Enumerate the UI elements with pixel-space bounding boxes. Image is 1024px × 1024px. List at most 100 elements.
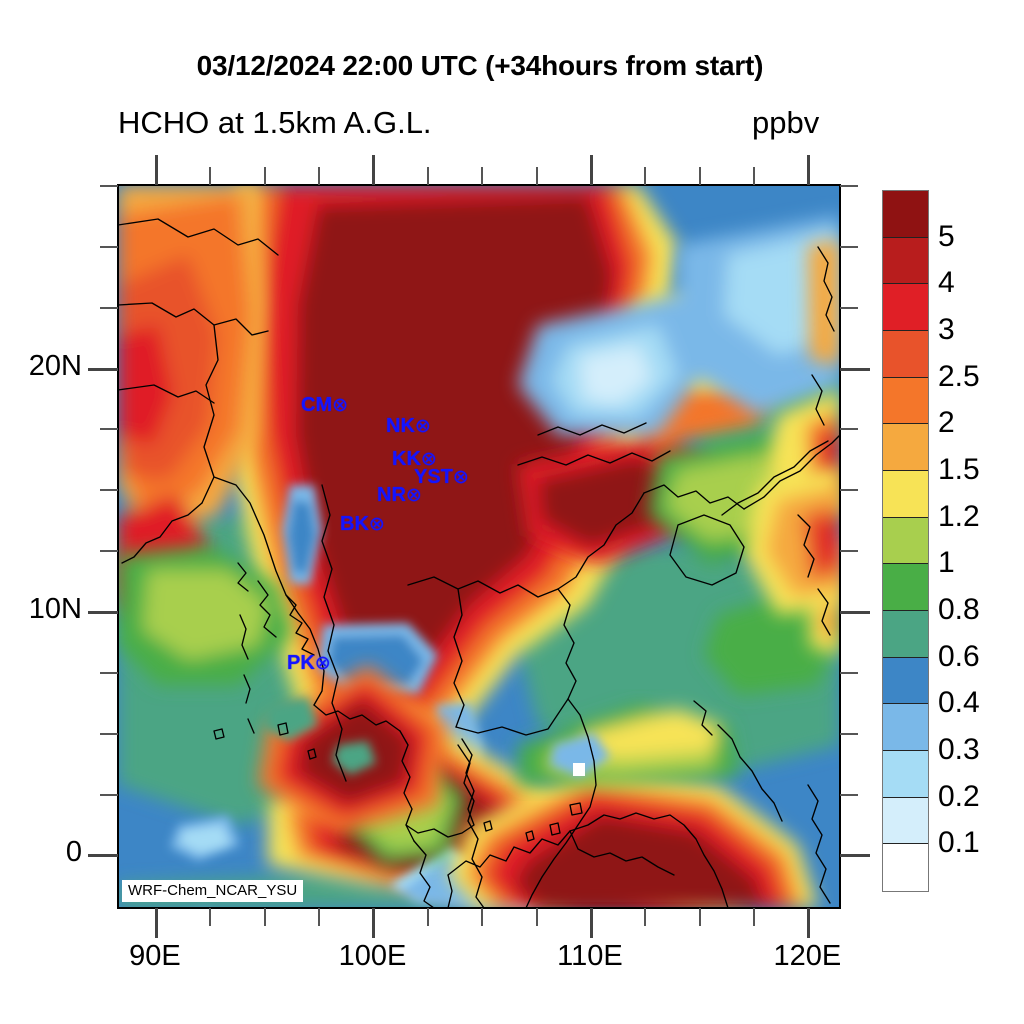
y-tick-15 xyxy=(100,489,118,491)
station-label-nr: NR xyxy=(377,484,406,506)
x-tick-bottom-110 xyxy=(590,908,593,938)
y-tick-22.5 xyxy=(100,307,118,309)
station-symbol-nr: ⊗ xyxy=(405,485,422,506)
colorbar-band-5 xyxy=(883,424,928,471)
colorbar-band-7 xyxy=(883,517,928,565)
station-label-kk: KK xyxy=(392,448,421,470)
colorbar-band-1 xyxy=(883,237,928,285)
y-tick-label-10N: 10N xyxy=(28,593,82,625)
station-label-yst: YST xyxy=(414,466,453,488)
colorbar-label-0.3: 0.3 xyxy=(938,733,980,766)
x-tick-115 xyxy=(699,167,701,185)
page-title: 03/12/2024 22:00 UTC (+34hours from star… xyxy=(196,50,764,81)
colorbar-label-0.2: 0.2 xyxy=(938,779,980,813)
x-tick-bottom-107.5 xyxy=(536,908,538,926)
data-gap-marker xyxy=(573,763,585,776)
station-symbol-pk: ⊗ xyxy=(314,653,331,674)
plot-border-left xyxy=(117,184,119,909)
colorbar-label-1.2: 1.2 xyxy=(938,499,980,533)
station-label-pk: PK xyxy=(287,652,315,674)
x-tick-bottom-115 xyxy=(699,908,701,926)
y-tick-right-7.5 xyxy=(840,672,858,674)
x-tick-label-100E: 100E xyxy=(338,940,407,972)
plot-border-bottom xyxy=(118,907,841,909)
colorbar-label-2.5: 2.5 xyxy=(938,359,980,393)
colorbar-label-0.4: 0.4 xyxy=(938,686,980,720)
station-marker-bk: BK⊗ xyxy=(340,514,385,534)
hcho-concentration-field xyxy=(118,185,840,908)
x-tick-label-120E: 120E xyxy=(773,940,842,972)
y-tick-27.5 xyxy=(100,185,118,187)
y-tick-right-5 xyxy=(840,733,858,735)
y-tick-0 xyxy=(88,854,118,857)
colorbar-label-3: 3 xyxy=(938,313,955,346)
x-tick-bottom-120 xyxy=(807,908,810,938)
y-tick-right-12.5 xyxy=(840,550,858,552)
x-tick-117.5 xyxy=(753,167,755,185)
station-symbol-kk: ⊗ xyxy=(420,449,437,470)
colorbar xyxy=(882,190,929,892)
x-tick-bottom-102.5 xyxy=(427,908,429,926)
y-tick-right-15 xyxy=(840,489,858,491)
x-tick-105 xyxy=(481,167,483,185)
y-tick-label-0: 0 xyxy=(65,836,82,869)
plot-border-top xyxy=(118,184,841,186)
colorbar-band-6 xyxy=(883,470,928,518)
station-symbol-cm: ⊗ xyxy=(332,395,349,416)
colorbar-band-0 xyxy=(883,191,928,238)
station-symbol-bk: ⊗ xyxy=(368,514,385,535)
x-tick-bottom-112.5 xyxy=(644,908,646,926)
y-tick-right-2.5 xyxy=(840,794,858,796)
colorbar-label-1.5: 1.5 xyxy=(938,453,980,486)
plot-border-right xyxy=(839,184,841,909)
x-tick-102.5 xyxy=(427,167,429,185)
colorbar-label-1: 1 xyxy=(938,546,955,580)
y-tick-right-20 xyxy=(840,368,870,371)
x-tick-bottom-90 xyxy=(155,908,158,938)
y-tick-17.5 xyxy=(100,428,118,430)
station-marker-pk: PK⊗ xyxy=(287,653,331,673)
colorbar-label-2: 2 xyxy=(938,406,955,440)
x-tick-bottom-97.5 xyxy=(318,908,320,926)
colorbar-band-11 xyxy=(883,704,928,751)
y-tick-10 xyxy=(88,611,118,614)
x-tick-112.5 xyxy=(644,167,646,185)
x-tick-bottom-117.5 xyxy=(753,908,755,926)
y-tick-right-22.5 xyxy=(840,307,858,309)
colorbar-label-5: 5 xyxy=(938,219,955,253)
colorbar-label-4: 4 xyxy=(938,266,955,300)
y-tick-right-27.5 xyxy=(840,185,858,187)
y-tick-right-17.5 xyxy=(840,428,858,430)
y-tick-right-10 xyxy=(840,611,870,614)
colorbar-band-3 xyxy=(883,330,928,378)
station-label-bk: BK xyxy=(340,513,369,535)
x-tick-110 xyxy=(590,155,593,185)
y-tick-20 xyxy=(88,368,118,371)
y-tick-right-0 xyxy=(840,854,870,857)
colorbar-band-2 xyxy=(883,284,928,331)
colorbar-band-9 xyxy=(883,610,928,658)
x-tick-90 xyxy=(155,155,158,185)
colorbar-band-14 xyxy=(883,844,928,891)
station-symbol-yst: ⊗ xyxy=(452,467,469,488)
y-tick-5 xyxy=(100,733,118,735)
station-marker-nk: NK⊗ xyxy=(386,416,431,436)
colorbar-label-0.6: 0.6 xyxy=(938,639,980,673)
y-tick-label-20N: 20N xyxy=(28,349,82,382)
x-tick-label-90E: 90E xyxy=(129,940,181,972)
station-marker-nr: NR⊗ xyxy=(377,485,422,505)
x-tick-92.5 xyxy=(209,167,211,185)
colorbar-label-0.8: 0.8 xyxy=(938,593,980,626)
x-tick-100 xyxy=(372,155,375,185)
colorbar-band-4 xyxy=(883,377,928,425)
x-tick-bottom-100 xyxy=(372,908,375,938)
x-tick-107.5 xyxy=(536,167,538,185)
x-tick-bottom-95 xyxy=(264,908,266,926)
y-tick-2.5 xyxy=(100,794,118,796)
units-label: ppbv xyxy=(752,105,820,140)
y-tick-12.5 xyxy=(100,550,118,552)
x-tick-label-110E: 110E xyxy=(557,940,623,972)
x-tick-97.5 xyxy=(318,167,320,185)
station-label-cm: CM xyxy=(301,394,333,416)
station-marker-yst: YST⊗ xyxy=(414,467,469,487)
